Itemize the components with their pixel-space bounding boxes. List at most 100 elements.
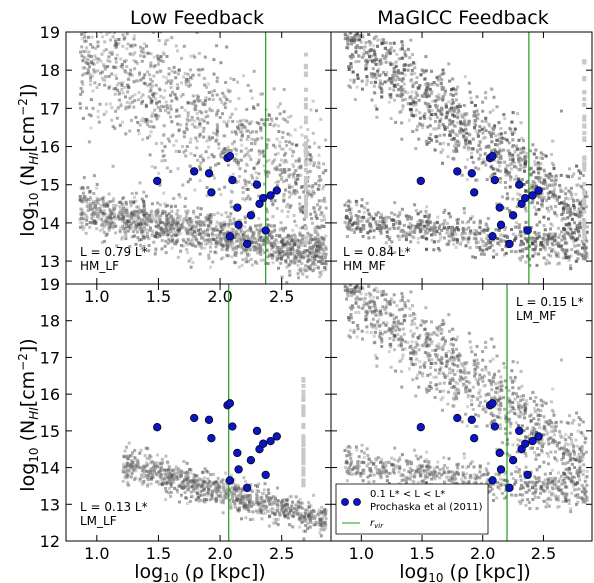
simulation-pixel	[286, 215, 290, 219]
simulation-pixel	[149, 52, 153, 56]
simulation-pixel	[256, 246, 260, 250]
simulation-pixel	[105, 32, 109, 36]
simulation-pixel	[356, 77, 360, 80]
simulation-pixel	[556, 226, 560, 230]
simulation-pixel	[177, 68, 181, 72]
simulation-pixel	[475, 231, 478, 235]
simulation-pixel	[280, 209, 284, 213]
simulation-pixel	[513, 225, 517, 229]
simulation-pixel	[302, 267, 306, 271]
simulation-pixel	[410, 68, 414, 72]
simulation-pixel	[313, 228, 317, 232]
simulation-pixel	[375, 107, 379, 111]
simulation-pixel	[221, 112, 224, 116]
simulation-pixel	[240, 239, 243, 242]
simulation-pixel	[368, 8, 371, 11]
simulation-pixel	[271, 246, 275, 249]
simulation-pixel	[454, 92, 458, 96]
simulation-pixel	[213, 238, 217, 242]
simulation-pixel	[123, 230, 127, 234]
simulation-pixel	[243, 182, 247, 186]
simulation-pixel	[272, 224, 276, 228]
simulation-pixel	[255, 162, 259, 166]
simulation-pixel	[302, 211, 306, 215]
simulation-pixel	[272, 143, 276, 147]
simulation-pixel	[174, 219, 178, 222]
simulation-pixel	[132, 200, 136, 204]
simulation-pixel	[544, 248, 547, 252]
simulation-pixel	[228, 244, 232, 247]
simulation-pixel	[279, 256, 283, 260]
simulation-pixel	[343, 37, 347, 41]
simulation-pixel	[132, 105, 136, 109]
simulation-pixel	[451, 120, 455, 124]
simulation-pixel	[134, 115, 138, 119]
simulation-pixel	[216, 125, 220, 129]
simulation-pixel	[299, 244, 303, 248]
simulation-pixel	[413, 203, 417, 207]
simulation-pixel	[124, 18, 127, 21]
simulation-pixel	[124, 237, 128, 241]
simulation-pixel	[156, 105, 160, 109]
simulation-pixel	[143, 220, 147, 223]
simulation-pixel	[186, 78, 190, 81]
simulation-pixel	[423, 91, 427, 95]
simulation-pixel	[519, 151, 523, 155]
simulation-pixel	[392, 41, 396, 45]
simulation-pixel	[90, 74, 94, 78]
simulation-pixel	[226, 239, 229, 243]
simulation-pixel	[93, 10, 96, 13]
simulation-pixel	[215, 76, 219, 80]
simulation-pixel	[169, 230, 173, 234]
simulation-pixel	[298, 242, 302, 246]
simulation-pixel	[111, 8, 114, 11]
simulation-pixel	[488, 241, 492, 245]
simulation-pixel	[81, 217, 85, 221]
simulation-pixel	[179, 214, 183, 218]
simulation-pixel	[542, 215, 546, 219]
observation-point	[225, 232, 235, 241]
simulation-pixel	[240, 134, 244, 138]
simulation-pixel	[517, 256, 521, 260]
simulation-pixel	[278, 256, 282, 260]
simulation-pixel	[148, 134, 152, 138]
simulation-pixel	[88, 25, 91, 28]
simulation-pixel	[211, 233, 214, 237]
simulation-pixel	[434, 82, 438, 86]
simulation-pixel	[550, 161, 554, 165]
simulation-pixel	[438, 142, 442, 146]
simulation-pixel	[146, 84, 150, 88]
simulation-pixel	[543, 228, 547, 232]
simulation-pixel	[424, 55, 428, 59]
y-tick-label: 16	[40, 138, 60, 157]
simulation-pixel	[318, 241, 322, 245]
simulation-pixel	[532, 152, 536, 156]
simulation-pixel	[159, 109, 163, 113]
simulation-pixel	[314, 250, 318, 254]
simulation-pixel	[128, 105, 132, 108]
simulation-pixel	[191, 229, 195, 233]
simulation-pixel	[521, 230, 525, 234]
simulation-pixel	[554, 205, 557, 208]
simulation-pixel	[457, 141, 461, 145]
x-tick-label: 2.0	[207, 287, 232, 306]
simulation-pixel	[257, 217, 261, 220]
simulation-pixel	[445, 231, 449, 235]
simulation-pixel	[504, 173, 508, 177]
simulation-pixel	[139, 49, 143, 53]
simulation-pixel	[439, 77, 443, 81]
simulation-pixel	[486, 238, 490, 242]
simulation-pixel	[389, 95, 393, 99]
simulation-pixel	[369, 72, 373, 76]
simulation-pixel	[259, 253, 263, 256]
simulation-pixel	[482, 136, 486, 140]
simulation-pixel	[164, 222, 167, 226]
simulation-pixel	[422, 95, 426, 98]
simulation-pixel	[297, 268, 301, 272]
simulation-pixel	[152, 94, 156, 98]
simulation-pixel	[442, 141, 446, 145]
simulation-pixel	[93, 70, 97, 74]
simulation-pixel	[91, 45, 95, 49]
simulation-pixel	[216, 236, 219, 240]
simulation-pixel	[101, 214, 105, 218]
